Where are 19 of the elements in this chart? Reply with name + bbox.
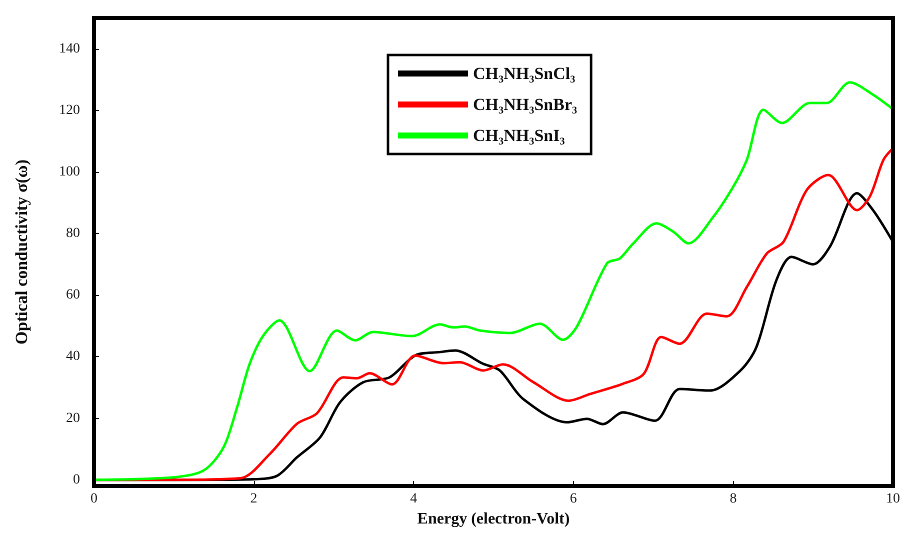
x-tick-label: 10 <box>886 492 900 506</box>
y-tick-label: 40 <box>66 349 80 364</box>
y-tick-label: 0 <box>73 472 80 488</box>
legend-label: CH₃NH₃SnCl₃ <box>473 64 576 83</box>
x-tick-label: 0 <box>90 492 98 506</box>
y-tick-label: 100 <box>59 164 80 180</box>
x-tick-label: 4 <box>410 492 418 506</box>
y-tick-label: 80 <box>66 226 80 242</box>
y-tick-label: 140 <box>59 41 80 56</box>
y-tick-label: 120 <box>59 102 80 118</box>
x-axis-title: Energy (electron-Volt) <box>417 510 570 528</box>
y-tick-label: 20 <box>66 410 80 426</box>
y-axis-title: Optical conductivity σ(ω) <box>12 159 31 345</box>
x-tick-label: 8 <box>730 492 737 506</box>
x-tick-label: 6 <box>570 492 577 506</box>
legend-label: CH₃NH₃SnBr₃ <box>473 95 578 114</box>
x-tick-label: 2 <box>250 492 258 506</box>
legend-label: CH₃NH₃SnI₃ <box>473 126 565 145</box>
y-tick-label: 60 <box>66 288 80 303</box>
